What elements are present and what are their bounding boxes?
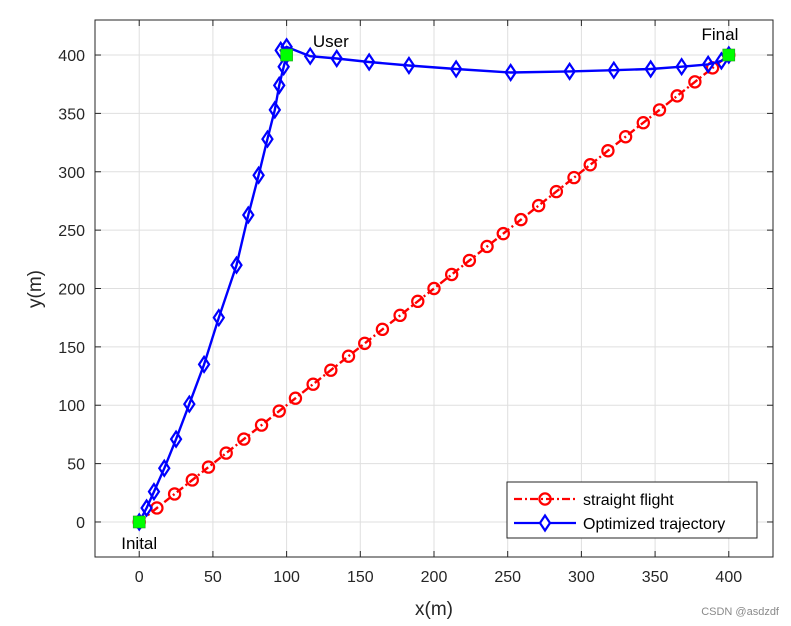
data-point-diamond xyxy=(277,57,290,77)
y-tick-label: 300 xyxy=(58,165,85,182)
data-point-circle xyxy=(567,170,581,185)
data-point-circle xyxy=(549,184,564,199)
series-line-0 xyxy=(138,54,730,523)
y-tick-label: 0 xyxy=(76,515,85,532)
data-point-circle xyxy=(496,226,510,241)
data-point-diamond xyxy=(272,75,286,95)
annotation-label: Inital xyxy=(121,534,157,553)
annotation-label: User xyxy=(313,32,349,51)
annotation-label: Final xyxy=(702,25,739,44)
y-tick-label: 100 xyxy=(58,398,85,415)
data-point-circle xyxy=(341,349,356,363)
data-point-circle xyxy=(462,253,477,268)
data-point-circle xyxy=(272,404,286,418)
data-point-circle xyxy=(167,487,182,501)
data-point-diamond xyxy=(701,54,715,74)
data-point-diamond xyxy=(303,46,317,66)
data-point-diamond xyxy=(183,394,196,414)
data-point-diamond xyxy=(197,354,211,374)
data-point-diamond xyxy=(268,100,282,120)
data-point-circle xyxy=(375,322,390,337)
legend-box xyxy=(506,481,758,539)
legend-marker-optimized-trajectory xyxy=(538,513,552,533)
data-point-circle xyxy=(254,418,269,432)
x-tick-label: 400 xyxy=(715,569,742,586)
y-tick-label: 250 xyxy=(58,223,85,240)
data-point-circle xyxy=(358,336,372,351)
data-point-circle xyxy=(652,103,667,117)
watermark: CSDN @asdzdf xyxy=(701,606,779,618)
data-point-circle xyxy=(688,75,702,89)
data-point-diamond xyxy=(212,308,226,328)
data-point-diamond xyxy=(261,129,274,149)
y-axis-label: y(m) xyxy=(25,270,46,308)
axis-ticks xyxy=(95,20,773,557)
x-tick-label: 200 xyxy=(421,569,448,586)
data-point-circle xyxy=(618,130,633,144)
data-point-circle xyxy=(636,116,650,130)
x-tick-label: 50 xyxy=(204,569,222,586)
special-points-layer xyxy=(132,48,736,529)
data-point-diamond xyxy=(563,61,576,81)
data-point-circle xyxy=(201,460,216,474)
x-tick-label: 300 xyxy=(568,569,595,586)
x-tick-label: 350 xyxy=(642,569,669,586)
data-point-circle xyxy=(324,363,338,377)
data-point-diamond xyxy=(362,52,376,72)
data-point-circle xyxy=(601,144,615,158)
data-point-diamond xyxy=(675,57,688,77)
y-tick-label: 150 xyxy=(58,340,85,357)
x-axis-label: x(m) xyxy=(415,599,453,620)
data-point-circle xyxy=(306,377,320,391)
y-tick-label: 350 xyxy=(58,106,85,123)
tick-labels: 0 50 100 150 200 250 300 350 400 0 50 100 150 200 250 3… xyxy=(58,48,742,586)
legend-label-optimized-trajectory: Optimized trajectory xyxy=(583,516,725,533)
data-point-diamond xyxy=(330,49,344,69)
data-point-circle xyxy=(480,239,494,254)
data-point-diamond xyxy=(607,60,621,80)
y-tick-label: 50 xyxy=(67,457,85,474)
data-point-diamond xyxy=(402,56,416,76)
series-layer xyxy=(132,37,736,532)
data-point-diamond xyxy=(449,59,463,79)
data-point-circle xyxy=(237,432,251,446)
data-point-circle xyxy=(444,267,459,282)
data-point-diamond xyxy=(230,255,243,275)
legend-marker-straight-flight xyxy=(538,492,552,506)
data-point-circle xyxy=(583,158,597,172)
y-tick-label: 200 xyxy=(58,282,85,299)
y-tick-label: 400 xyxy=(58,48,85,65)
waypoint-marker xyxy=(722,48,736,62)
x-tick-label: 250 xyxy=(494,569,521,586)
data-point-diamond xyxy=(241,205,255,225)
legend-label-straight-flight: straight flight xyxy=(583,492,674,509)
data-point-diamond xyxy=(147,482,161,502)
data-point-circle xyxy=(393,308,407,323)
data-point-circle xyxy=(670,89,684,103)
waypoint-marker xyxy=(280,48,293,62)
waypoint-marker xyxy=(132,515,146,529)
data-point-circle xyxy=(411,294,425,309)
data-point-circle xyxy=(219,446,233,460)
data-point-circle xyxy=(288,391,303,405)
annotations: Inital User Final xyxy=(121,25,738,553)
data-point-circle xyxy=(531,198,546,213)
data-point-diamond xyxy=(169,429,183,449)
data-point-diamond xyxy=(157,458,171,478)
x-tick-label: 100 xyxy=(273,569,300,586)
data-point-circle xyxy=(514,212,528,227)
data-point-circle xyxy=(427,281,441,296)
data-point-diamond xyxy=(644,59,657,79)
data-point-diamond xyxy=(504,63,517,83)
x-tick-label: 0 xyxy=(135,569,144,586)
data-point-diamond xyxy=(140,498,153,518)
legend: straight flight Optimized trajectory xyxy=(506,481,758,539)
x-tick-label: 150 xyxy=(347,569,374,586)
data-point-diamond xyxy=(252,165,265,185)
data-point-circle xyxy=(185,473,199,487)
